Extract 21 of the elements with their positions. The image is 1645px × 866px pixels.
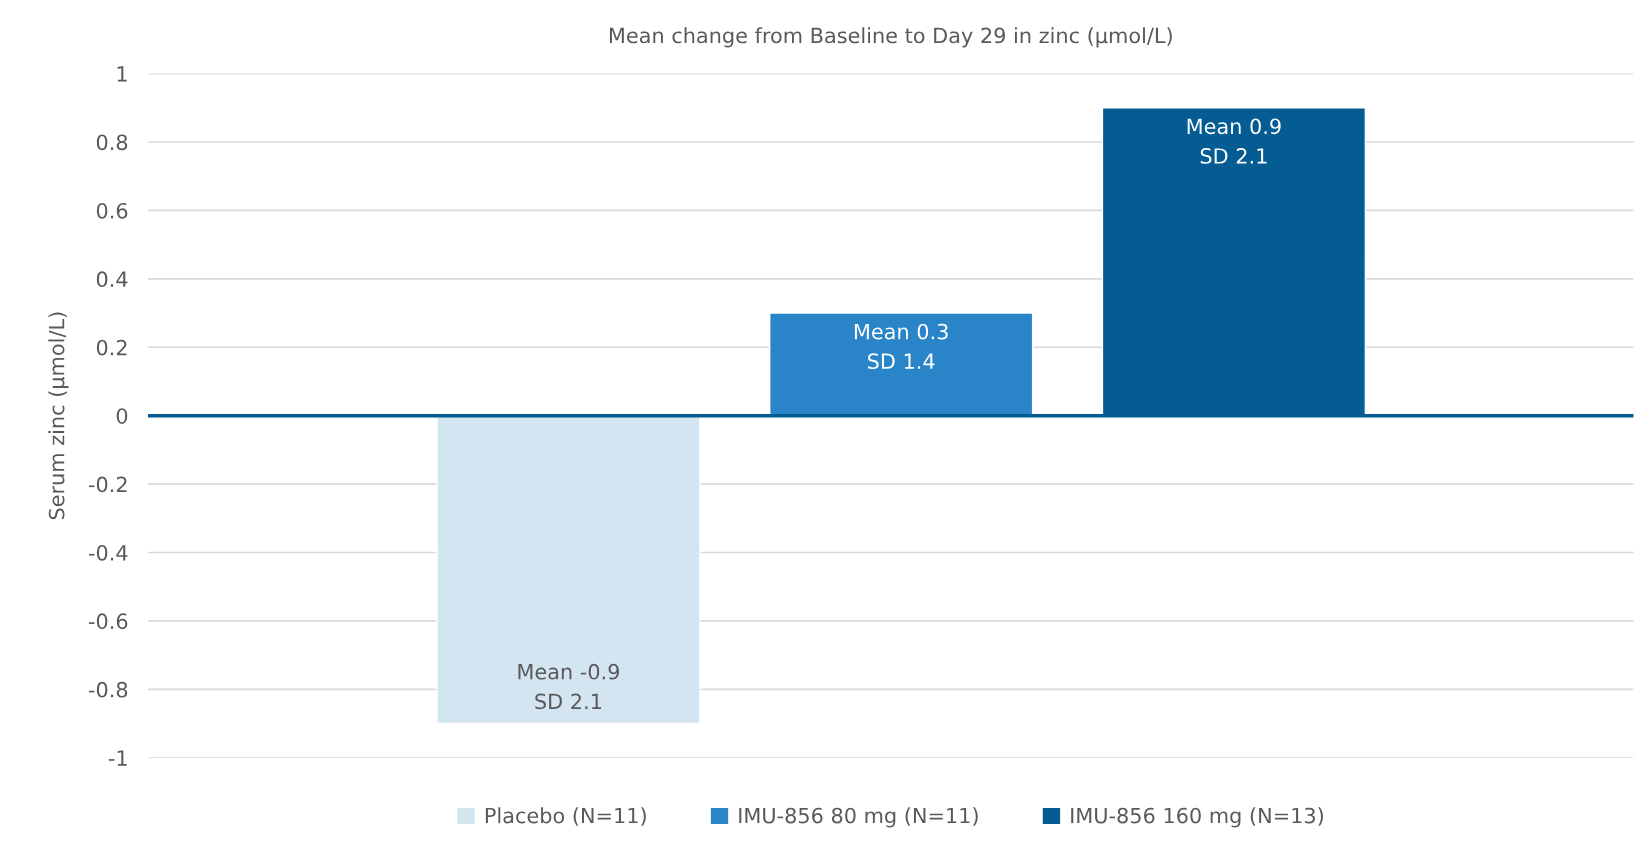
data-label: Mean 0.9 SD 2.1 <box>1187 118 1281 164</box>
y-tick-label: 0.2 <box>96 339 127 356</box>
y-tick-label: -0.8 <box>88 681 128 698</box>
y-tick-label: -0.2 <box>88 476 127 493</box>
chart-title: Mean change from Baseline to Day 29 in zinc (µmol/L) <box>609 27 1172 48</box>
y-axis-title: Serum zinc (µmol/L) <box>48 312 69 520</box>
legend-label: Placebo (N=11) <box>485 807 646 826</box>
y-tick-label: -0.6 <box>88 613 128 630</box>
y-tick-label: -0.4 <box>88 544 128 561</box>
bar <box>769 312 1034 417</box>
y-tick-label: 0.6 <box>96 202 128 219</box>
legend-label: IMU-856 80 mg (N=11) <box>739 807 978 828</box>
legend-label: IMU-856 160 mg (N=13) <box>1071 807 1323 828</box>
y-tick-label: 0 <box>116 408 128 424</box>
data-label: Mean 0.3 SD 1.4 <box>854 323 948 370</box>
y-tick-label: 0.4 <box>96 271 128 288</box>
bar <box>436 414 701 725</box>
y-tick-label: 1 <box>117 66 127 82</box>
data-label: Mean -0.9 SD 2.1 <box>518 663 619 710</box>
y-tick-label: 0.8 <box>96 134 128 151</box>
y-tick-label: -1 <box>108 750 127 766</box>
